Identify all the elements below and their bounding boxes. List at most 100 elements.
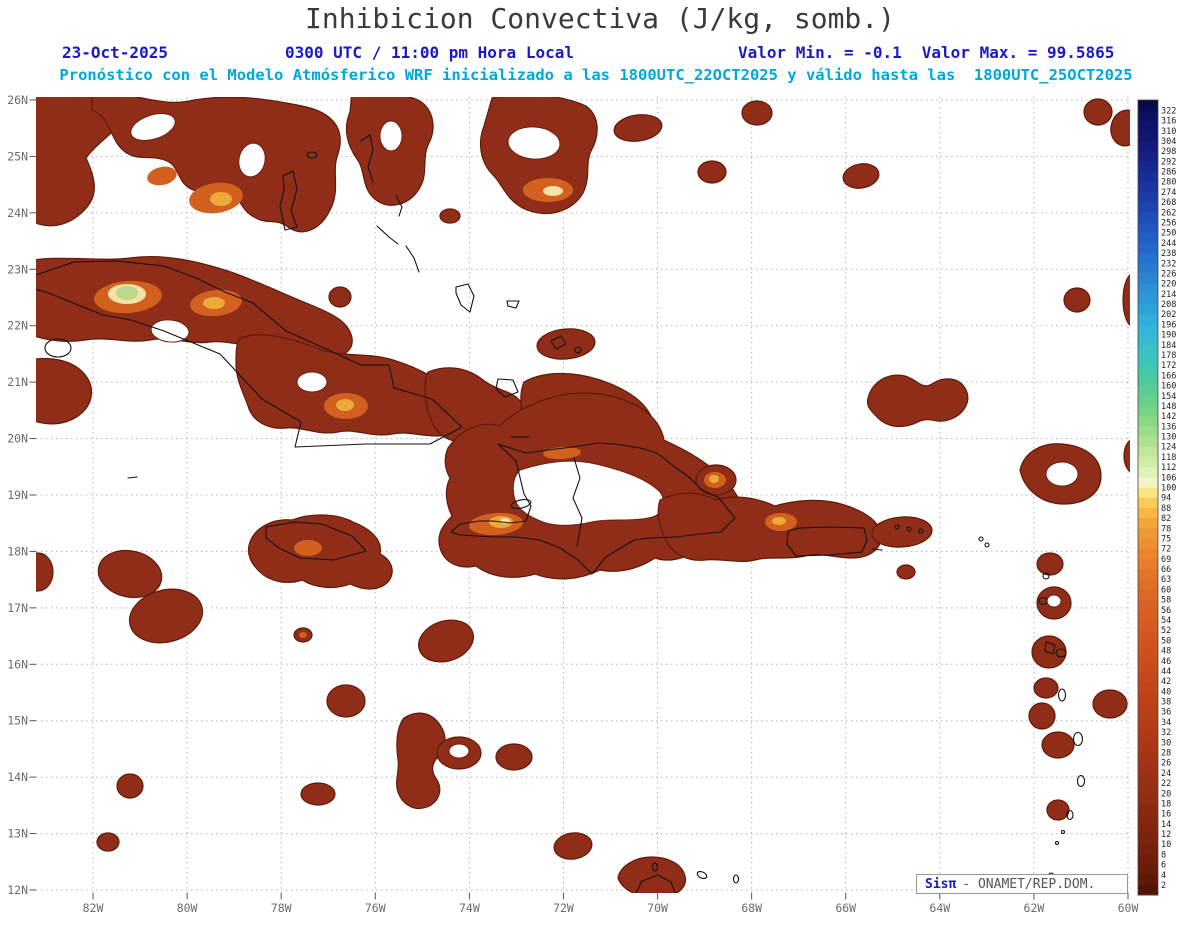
cin-blob-green-max xyxy=(116,286,138,300)
cin-field-layer xyxy=(36,97,1130,893)
lon-axis-label: 60W xyxy=(1118,901,1139,915)
cin-blob-pale xyxy=(543,186,563,196)
cin-blob-hole xyxy=(507,126,561,160)
coastline-cat-island xyxy=(395,195,403,217)
colorbar-segment xyxy=(1138,579,1158,590)
colorbar-tick-label: 14 xyxy=(1161,820,1171,830)
coastline-aruba xyxy=(651,862,659,872)
colorbar-segment xyxy=(1138,477,1158,488)
colorbar-segment xyxy=(1138,650,1158,661)
cin-blob-hole xyxy=(150,319,190,343)
lat-axis-label: 18N xyxy=(7,544,28,558)
colorbar-tick-label: 244 xyxy=(1161,239,1176,249)
coastline-gonave xyxy=(510,499,532,509)
coastline-st-martin xyxy=(984,542,990,548)
colorbar-segment xyxy=(1138,283,1158,295)
colorbar-segment xyxy=(1138,640,1158,651)
cin-blob xyxy=(1092,689,1128,719)
lat-axis-label: 13N xyxy=(7,827,28,841)
colorbar-tick-label: 232 xyxy=(1161,259,1176,269)
colorbar-segment xyxy=(1138,782,1158,794)
colorbar-segment xyxy=(1138,528,1158,539)
colorbar-tick-label: 214 xyxy=(1161,290,1176,300)
colorbar-tick-label: 202 xyxy=(1161,310,1176,320)
coastline-martinique xyxy=(1072,731,1084,747)
cin-blob xyxy=(439,208,461,224)
coastline-curacao xyxy=(696,871,708,879)
colorbar-tick-label: 322 xyxy=(1161,106,1176,116)
colorbar-tick-label: 4 xyxy=(1161,871,1166,881)
cin-blob-hole xyxy=(1045,461,1079,487)
colorbar-tick-label: 8 xyxy=(1161,850,1166,860)
colorbar-tick-label: 292 xyxy=(1161,157,1176,167)
colorbar-segment xyxy=(1138,426,1158,437)
colorbar-segment xyxy=(1138,110,1158,121)
colorbar-segment xyxy=(1138,405,1158,417)
model-run-info: Pronóstico con el Modelo Atmósferico WRF… xyxy=(59,66,1133,84)
colorbar-segment xyxy=(1138,446,1158,458)
colorbar-tick-label: 250 xyxy=(1161,229,1176,239)
colorbar-segment xyxy=(1138,711,1158,723)
axis-layer: 26N 25N 24N 23N 22N 21N 20N 19N 18N 17N 16N 15N 14N 1… xyxy=(7,93,1138,915)
coastline-antigua xyxy=(1038,596,1048,606)
cin-blob xyxy=(1122,274,1130,326)
cin-blob xyxy=(553,832,593,860)
colorbar-tick-label: 238 xyxy=(1161,249,1176,259)
cin-blob xyxy=(1063,287,1091,313)
cin-blob xyxy=(1028,702,1056,730)
colorbar-segment xyxy=(1138,548,1158,560)
colorbar-tick-label: 118 xyxy=(1161,453,1176,463)
colorbar-tick-label: 42 xyxy=(1161,677,1171,687)
cin-blob-cuba-west xyxy=(36,255,353,358)
cin-blob-yellow xyxy=(772,517,786,525)
coastline-bonaire xyxy=(732,874,740,884)
cin-blob-orange xyxy=(147,166,177,186)
coastline-paraguana xyxy=(635,874,676,893)
colorbar-tick-label: 274 xyxy=(1161,188,1176,198)
colorbar-tick-label: 20 xyxy=(1161,789,1171,799)
page-title: Inhibicion Convectiva (J/kg, somb.) xyxy=(304,2,895,35)
colorbar-tick-label: 136 xyxy=(1161,422,1176,432)
colorbar-segment xyxy=(1138,680,1158,692)
coastline-mayaguana xyxy=(506,300,520,309)
lon-axis-label: 64W xyxy=(929,901,950,915)
colorbar-tick-label: 196 xyxy=(1161,320,1176,330)
lat-axis-label: 22N xyxy=(7,319,28,333)
colorbar-tick-label: 63 xyxy=(1161,575,1171,585)
colorbar-tick-label: 88 xyxy=(1161,504,1171,514)
coastline-barbuda xyxy=(1042,572,1050,580)
colorbar-segment xyxy=(1138,375,1158,386)
lat-axis-label: 25N xyxy=(7,149,28,163)
colorbar-tick-label: 262 xyxy=(1161,208,1176,218)
colorbar-tick-label: 190 xyxy=(1161,331,1176,341)
coastline-andros xyxy=(279,170,298,231)
colorbar-segment xyxy=(1138,660,1158,672)
colorbar-segment xyxy=(1138,701,1158,712)
coastline-layer xyxy=(36,134,1086,893)
lat-axis-label: 19N xyxy=(7,488,28,502)
cin-blob xyxy=(1041,731,1075,759)
cin-blob xyxy=(328,286,352,308)
colorbar-tick-label: 44 xyxy=(1161,667,1171,677)
cin-blob xyxy=(871,516,933,548)
coastline-jamaica xyxy=(265,521,367,561)
colorbar-segment xyxy=(1138,670,1158,682)
cin-blob xyxy=(842,163,880,189)
colorbar-tick-label: 18 xyxy=(1161,799,1171,809)
cin-blob-cuba-east xyxy=(235,334,469,437)
colorbar-tick-label: 172 xyxy=(1161,361,1176,371)
colorbar-segment xyxy=(1138,385,1158,396)
coastline-cayman xyxy=(127,476,138,479)
colorbar-tick-label: 30 xyxy=(1161,738,1171,748)
coastline-vieques xyxy=(871,548,883,551)
colorbar-segment xyxy=(1138,181,1158,193)
cin-blob-hole xyxy=(1046,594,1062,608)
colorbar-tick-label: 78 xyxy=(1161,524,1171,534)
colorbar-segment xyxy=(1138,538,1158,549)
colorbar-tick-label: 2 xyxy=(1161,881,1166,891)
lat-axis-label: 16N xyxy=(7,657,28,671)
colorbar-segment xyxy=(1138,263,1158,274)
colorbar-segment xyxy=(1138,354,1158,366)
cin-blob xyxy=(617,856,687,893)
colorbar-segment xyxy=(1138,100,1158,111)
